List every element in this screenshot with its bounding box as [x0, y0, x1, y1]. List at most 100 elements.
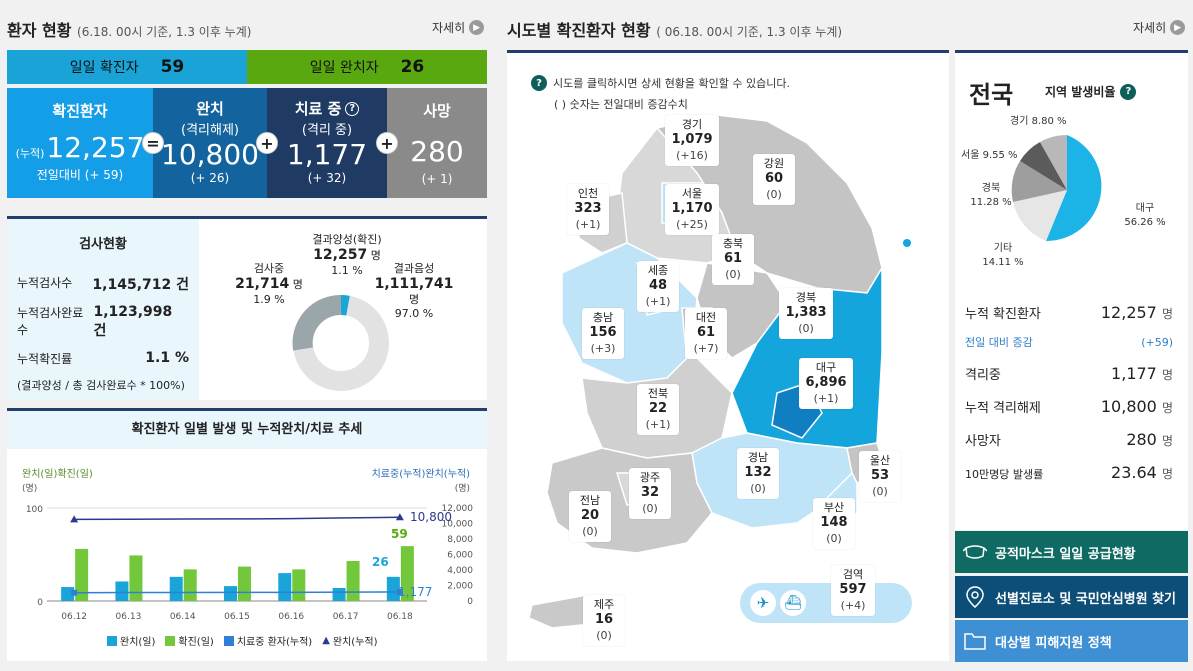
chevron-right-icon: ▶: [1170, 20, 1186, 35]
region-label-sejong[interactable]: 세종 48 (+1): [637, 261, 679, 313]
quarantine-pill[interactable]: ✈ ⛴: [740, 583, 912, 623]
confirmed-value: 12,257: [46, 131, 145, 164]
bar-released-daily: [169, 576, 183, 601]
x-tick-label: 06.14: [170, 612, 196, 622]
point-treating: [396, 588, 403, 595]
clinic-finder-button[interactable]: 선별진료소 및 국민안심병원 찾기: [955, 576, 1188, 618]
x-tick-label: 06.12: [61, 612, 87, 622]
region-label-daegu[interactable]: 대구 6,896 (+1): [799, 358, 853, 410]
right-tick-label: 10,000: [442, 520, 474, 530]
region-label-gyeongbuk[interactable]: 경북 1,383 (0): [779, 288, 833, 340]
donut-positive-label: 결과양성(확진) 12,257 명 1.1 %: [312, 233, 382, 278]
pie-label: 대구: [1136, 202, 1154, 214]
test-row: 누적검사수 1,145,712 건: [17, 276, 189, 293]
pie-label: 56.26 %: [1124, 217, 1165, 228]
help-icon[interactable]: ?: [345, 101, 360, 116]
pie-slice-gyeongbuk: [1011, 161, 1067, 202]
left-axis-title: 완치(일)확진(일): [22, 468, 93, 480]
x-tick-label: 06.13: [116, 612, 142, 622]
donut-testing-slice: [292, 294, 342, 351]
trend-legend: 완치(일) 확진(일) 치료중 환자(누적) ▲ 완치(누적): [107, 633, 388, 648]
stat-row: 10만명당 발생률 23.64 명: [965, 463, 1173, 482]
tests-donut-chart: [292, 294, 389, 391]
bar-confirmed-daily: [400, 546, 414, 601]
bar-released-daily: [115, 581, 129, 601]
trend-chart: 완치(일)확진(일) (명) 치료중(누적)완치(누적) (명) 100 0 1…: [22, 468, 474, 622]
region-label-quarantine[interactable]: 검역 597 (+4): [831, 565, 875, 617]
stat-row: 전일 대비 증감 (+59): [965, 336, 1173, 349]
legend-triangle: ▲: [322, 635, 330, 646]
trend-title: 확진환자 일별 발생 및 누적완치/치료 추세: [7, 411, 487, 449]
region-label-gwangju[interactable]: 광주 32 (0): [629, 468, 671, 520]
mask-supply-button[interactable]: 공적마스크 일일 공급현황: [955, 531, 1188, 573]
airplane-icon: ✈: [750, 590, 776, 616]
donut-negative-label: 결과음성 1,111,741 명 97.0 %: [374, 262, 454, 320]
right-axis-unit: (명): [455, 483, 470, 494]
released-box: 완치 (격리해제) 10,800 (+ 26): [153, 88, 267, 198]
region-label-daejeon[interactable]: 대전 61 (+7): [685, 308, 727, 360]
region-label-gyeongnam[interactable]: 경남 132 (0): [737, 448, 779, 500]
region-label-incheon[interactable]: 인천 323 (+1): [567, 184, 609, 236]
ratio-label: 지역 발생비율 ?: [1045, 83, 1137, 100]
korea-map: [528, 114, 911, 629]
bar-confirmed-daily: [75, 548, 89, 601]
right-axis-title: 치료중(누적)완치(누적): [372, 468, 471, 480]
pie-label: 11.28 %: [970, 197, 1011, 208]
legend-swatch: [107, 635, 117, 646]
national-panel: 전국 지역 발생비율 ? 경기 8.80 % 서울 9.55 % 경북 11.2…: [955, 50, 1188, 530]
pie-slice-gyeonggi: [1040, 134, 1067, 190]
region-label-jeju[interactable]: 제주 16 (0): [583, 595, 625, 647]
region-label-jeonnam[interactable]: 전남 20 (0): [569, 491, 611, 543]
right-tick-label: 8,000: [447, 535, 473, 545]
bar-confirmed-daily: [129, 555, 143, 601]
patient-status-more-button[interactable]: 자세히 ▶: [432, 19, 485, 36]
right-tick-label: 0: [467, 597, 473, 607]
daily-confirmed-bar: 일일 확진자 59: [7, 50, 247, 84]
stat-row: 격리중 1,177 명: [965, 364, 1173, 383]
bar-confirmed-daily: [238, 566, 251, 601]
test-row: 누적확진률 1.1 %: [17, 350, 189, 366]
bar-released-daily: [61, 587, 75, 601]
pie-label: 경기 8.80 %: [1010, 114, 1067, 127]
confirmed-label: 확진환자: [52, 102, 108, 120]
bar-released-daily: [332, 587, 346, 601]
stat-row: 사망자 280 명: [965, 430, 1173, 449]
label-released: 26: [372, 555, 389, 569]
stat-row: 누적 확진환자 12,257 명: [965, 303, 1173, 322]
left-tick-label: 100: [26, 505, 43, 515]
plus-icon: +: [376, 132, 398, 154]
region-label-gyeonggi[interactable]: 경기 1,079 (+16): [665, 115, 719, 167]
national-title: 전국: [969, 81, 1014, 109]
help-icon[interactable]: ?: [1120, 83, 1137, 100]
patient-status-title: 환자 현황 (6.18. 00시 기준, 1.3 이후 누계): [7, 21, 252, 40]
region-label-chungnam[interactable]: 충남 156 (+3): [582, 308, 624, 360]
location-pin-icon: [966, 586, 984, 608]
point-released-cum: [395, 513, 404, 521]
right-tick-label: 2,000: [447, 582, 473, 592]
legend-item: 완치(일): [107, 633, 155, 648]
tests-panel: 검사현황 누적검사수 1,145,712 건 누적검사완료수 1,123,998 건…: [7, 216, 487, 400]
pie-slice-daegu: [1046, 135, 1102, 242]
region-label-busan[interactable]: 부산 148 (0): [813, 498, 855, 550]
help-icon: ?: [531, 75, 547, 91]
released-value: 10,800: [161, 138, 259, 171]
support-policy-button[interactable]: 대상별 피해지원 정책: [955, 620, 1188, 662]
map-panel: ? 시도를 클릭하시면 상세 현황을 확인할 수 있습니다. ( ) 숫자는 전…: [507, 50, 949, 661]
deaths-value: 280: [410, 135, 464, 168]
label-confirmed: 59: [391, 527, 408, 541]
region-label-gangwon[interactable]: 강원 60 (0): [753, 154, 795, 206]
pie-slice-seoul: [1020, 142, 1067, 190]
tests-note: (결과양성 / 총 검사완료수 * 100%): [17, 379, 185, 392]
region-label-seoul[interactable]: 서울 1,170 (+25): [665, 184, 719, 236]
point-treating: [71, 589, 78, 596]
region-label-ulsan[interactable]: 울산 53 (0): [859, 451, 901, 503]
map-hint-sub: ( ) 숫자는 전일대비 증감수치: [554, 98, 688, 111]
region-label-chungbuk[interactable]: 충북 61 (0): [712, 234, 754, 286]
bar-confirmed-daily: [346, 561, 360, 601]
right-tick-label: 12,000: [442, 504, 474, 514]
region-ratio-pie: 경기 8.80 % 서울 9.55 % 경북 11.28 % 기타 14.11 …: [961, 114, 1166, 268]
region-label-jeonbuk[interactable]: 전북 22 (+1): [637, 384, 679, 436]
tests-summary: 검사현황 누적검사수 1,145,712 건 누적검사완료수 1,123,998 건…: [7, 219, 199, 400]
map-more-button[interactable]: 자세히 ▶: [1133, 19, 1186, 36]
donut-positive-slice: [340, 295, 350, 316]
